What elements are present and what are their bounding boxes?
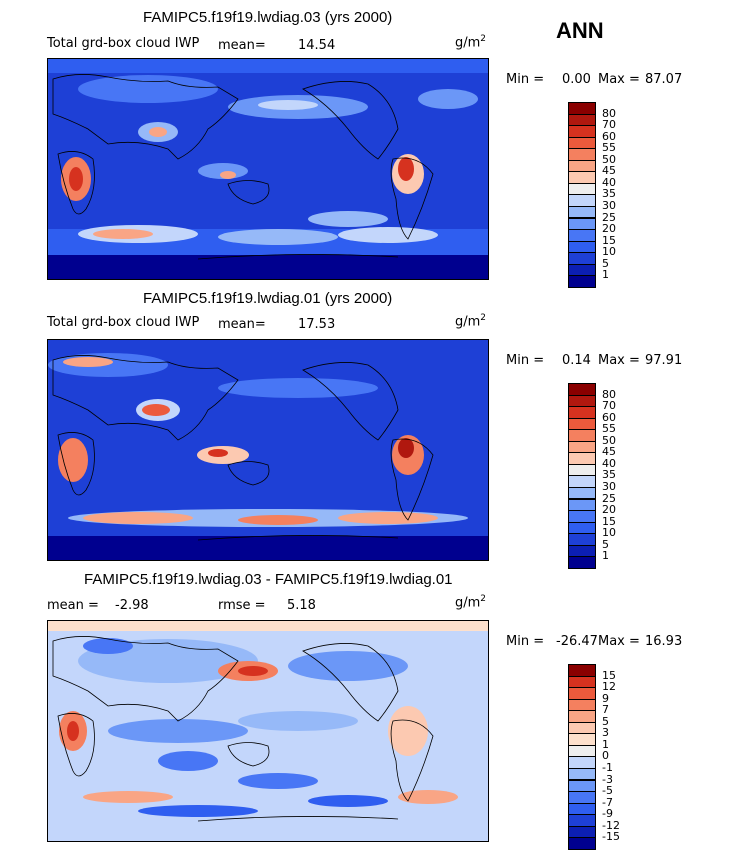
panel3-title: FAMIPC5.f19f19.lwdiag.03 - FAMIPC5.f19f1… [84,571,453,588]
colorbar-tick-label: 20 [602,222,616,236]
panel2-units: g/m2 [455,313,487,330]
panel3-map-field [48,621,488,841]
colorbar-tick-label: 60 [602,410,616,424]
colorbar-tick-label: -9 [602,807,613,821]
panel1-variable: Total grd-box cloud IWP [47,36,200,51]
panel1-min-label: Min = [506,72,545,87]
panel2-map-field [48,340,488,560]
panel1-max-value: 87.07 [645,72,683,87]
colorbar-tick-label: 55 [602,422,616,436]
colorbar-tick-label: 15 [602,668,616,682]
panel2-mean-value: 17.53 [298,317,336,332]
panel2-title: FAMIPC5.f19f19.lwdiag.01 (yrs 2000) [143,290,393,307]
panel3-max-label: Max = [598,634,640,649]
colorbar-tick-label: 30 [602,198,616,212]
colorbar-swatch [568,275,596,288]
panel3-min-value: -26.47 [556,634,598,649]
panel3-min-label: Min = [506,634,545,649]
colorbar-tick-label: 45 [602,445,616,459]
colorbar-tick-label: 50 [602,433,616,447]
panel2-map [47,339,489,561]
panel2-variable: Total grd-box cloud IWP [47,315,200,330]
colorbar-tick-label: 7 [602,703,609,717]
colorbar-tick-label: 80 [602,106,616,120]
colorbar-tick-label: 40 [602,456,616,470]
colorbar-tick-label: 15 [602,233,616,247]
colorbar-tick-label: 50 [602,152,616,166]
panel2-max-label: Max = [598,353,640,368]
colorbar-tick-label: 12 [602,680,616,694]
colorbar-tick-label: 55 [602,141,616,155]
panel1-title: FAMIPC5.f19f19.lwdiag.03 (yrs 2000) [143,9,393,26]
panel1-max-label: Max = [598,72,640,87]
panel3-mean-label: mean = [47,598,99,613]
colorbar-tick-label: 10 [602,526,616,540]
panel3-map [47,620,489,842]
panel1-map [47,58,489,280]
colorbar-tick-label: 1 [602,737,609,751]
colorbar-tick-label: -3 [602,772,613,786]
panel2-mean-label: mean= [218,317,266,332]
colorbar-tick-label: 9 [602,691,609,705]
colorbar-tick-label: -15 [602,830,620,844]
colorbar-tick-label: -5 [602,784,613,798]
colorbar-tick-label: 5 [602,256,609,270]
colorbar-swatch [568,556,596,569]
colorbar-tick-label: 70 [602,399,616,413]
panel1-mean-label: mean= [218,38,266,53]
colorbar-tick-label: 5 [602,537,609,551]
panel1-mean-value: 14.54 [298,38,336,53]
colorbar-tick-label: 35 [602,468,616,482]
colorbar-tick-label: 60 [602,129,616,143]
panel3-units: g/m2 [455,594,487,611]
colorbar-tick-label: 20 [602,503,616,517]
colorbar-tick-label: 25 [602,491,616,505]
panel3-max-value: 16.93 [645,634,683,649]
colorbar-tick-label: 5 [602,714,609,728]
colorbar-tick-label: -12 [602,818,620,832]
panel1-units: g/m2 [455,34,487,51]
colorbar-tick-label: -7 [602,795,613,809]
colorbar-tick-label: 1 [602,268,609,282]
colorbar-tick-label: 1 [602,549,609,563]
colorbar-tick-label: 3 [602,726,609,740]
panel2-min-value: 0.14 [562,353,591,368]
colorbar-tick-label: 35 [602,187,616,201]
panel1-min-value: 0.00 [562,72,591,87]
panel2-min-label: Min = [506,353,545,368]
panel3-mean-value: -2.98 [115,598,149,613]
colorbar-tick-label: -1 [602,760,613,774]
colorbar-tick-label: 15 [602,514,616,528]
panel1-map-field [48,59,488,279]
colorbar-tick-label: 70 [602,118,616,132]
colorbar-tick-label: 25 [602,210,616,224]
colorbar-tick-label: 45 [602,164,616,178]
panel3-rmse-value: 5.18 [287,598,316,613]
season-label: ANN [556,18,604,43]
colorbar-tick-label: 30 [602,479,616,493]
colorbar-tick-label: 40 [602,175,616,189]
panel2-max-value: 97.91 [645,353,683,368]
colorbar-tick-label: 10 [602,245,616,259]
panel3-rmse-label: rmse = [218,598,266,613]
colorbar-tick-label: 0 [602,749,609,763]
colorbar-swatch [568,837,596,850]
colorbar-tick-label: 80 [602,387,616,401]
